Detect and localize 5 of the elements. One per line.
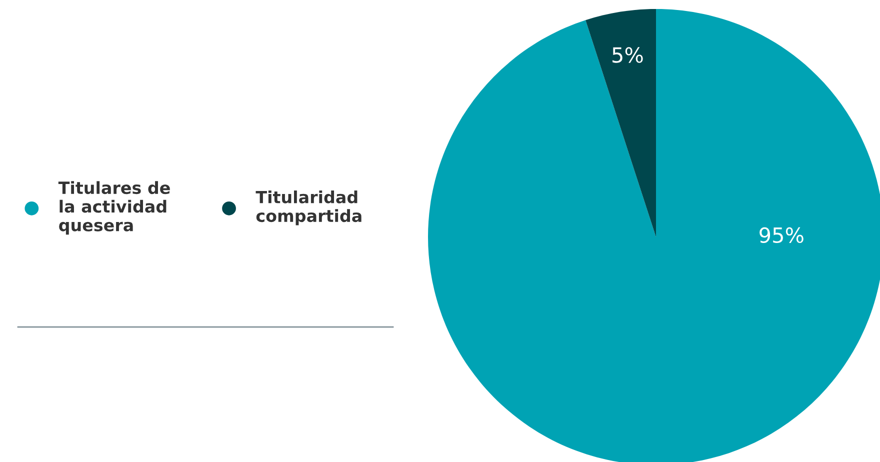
data-label: 95% [760, 227, 804, 244]
legend-label: Titularidad compartida [256, 190, 362, 226]
data-label: 5% [612, 47, 643, 63]
legend-label: Titulares de la actividad quesera [58, 181, 170, 235]
pie-slice [586, 9, 656, 237]
